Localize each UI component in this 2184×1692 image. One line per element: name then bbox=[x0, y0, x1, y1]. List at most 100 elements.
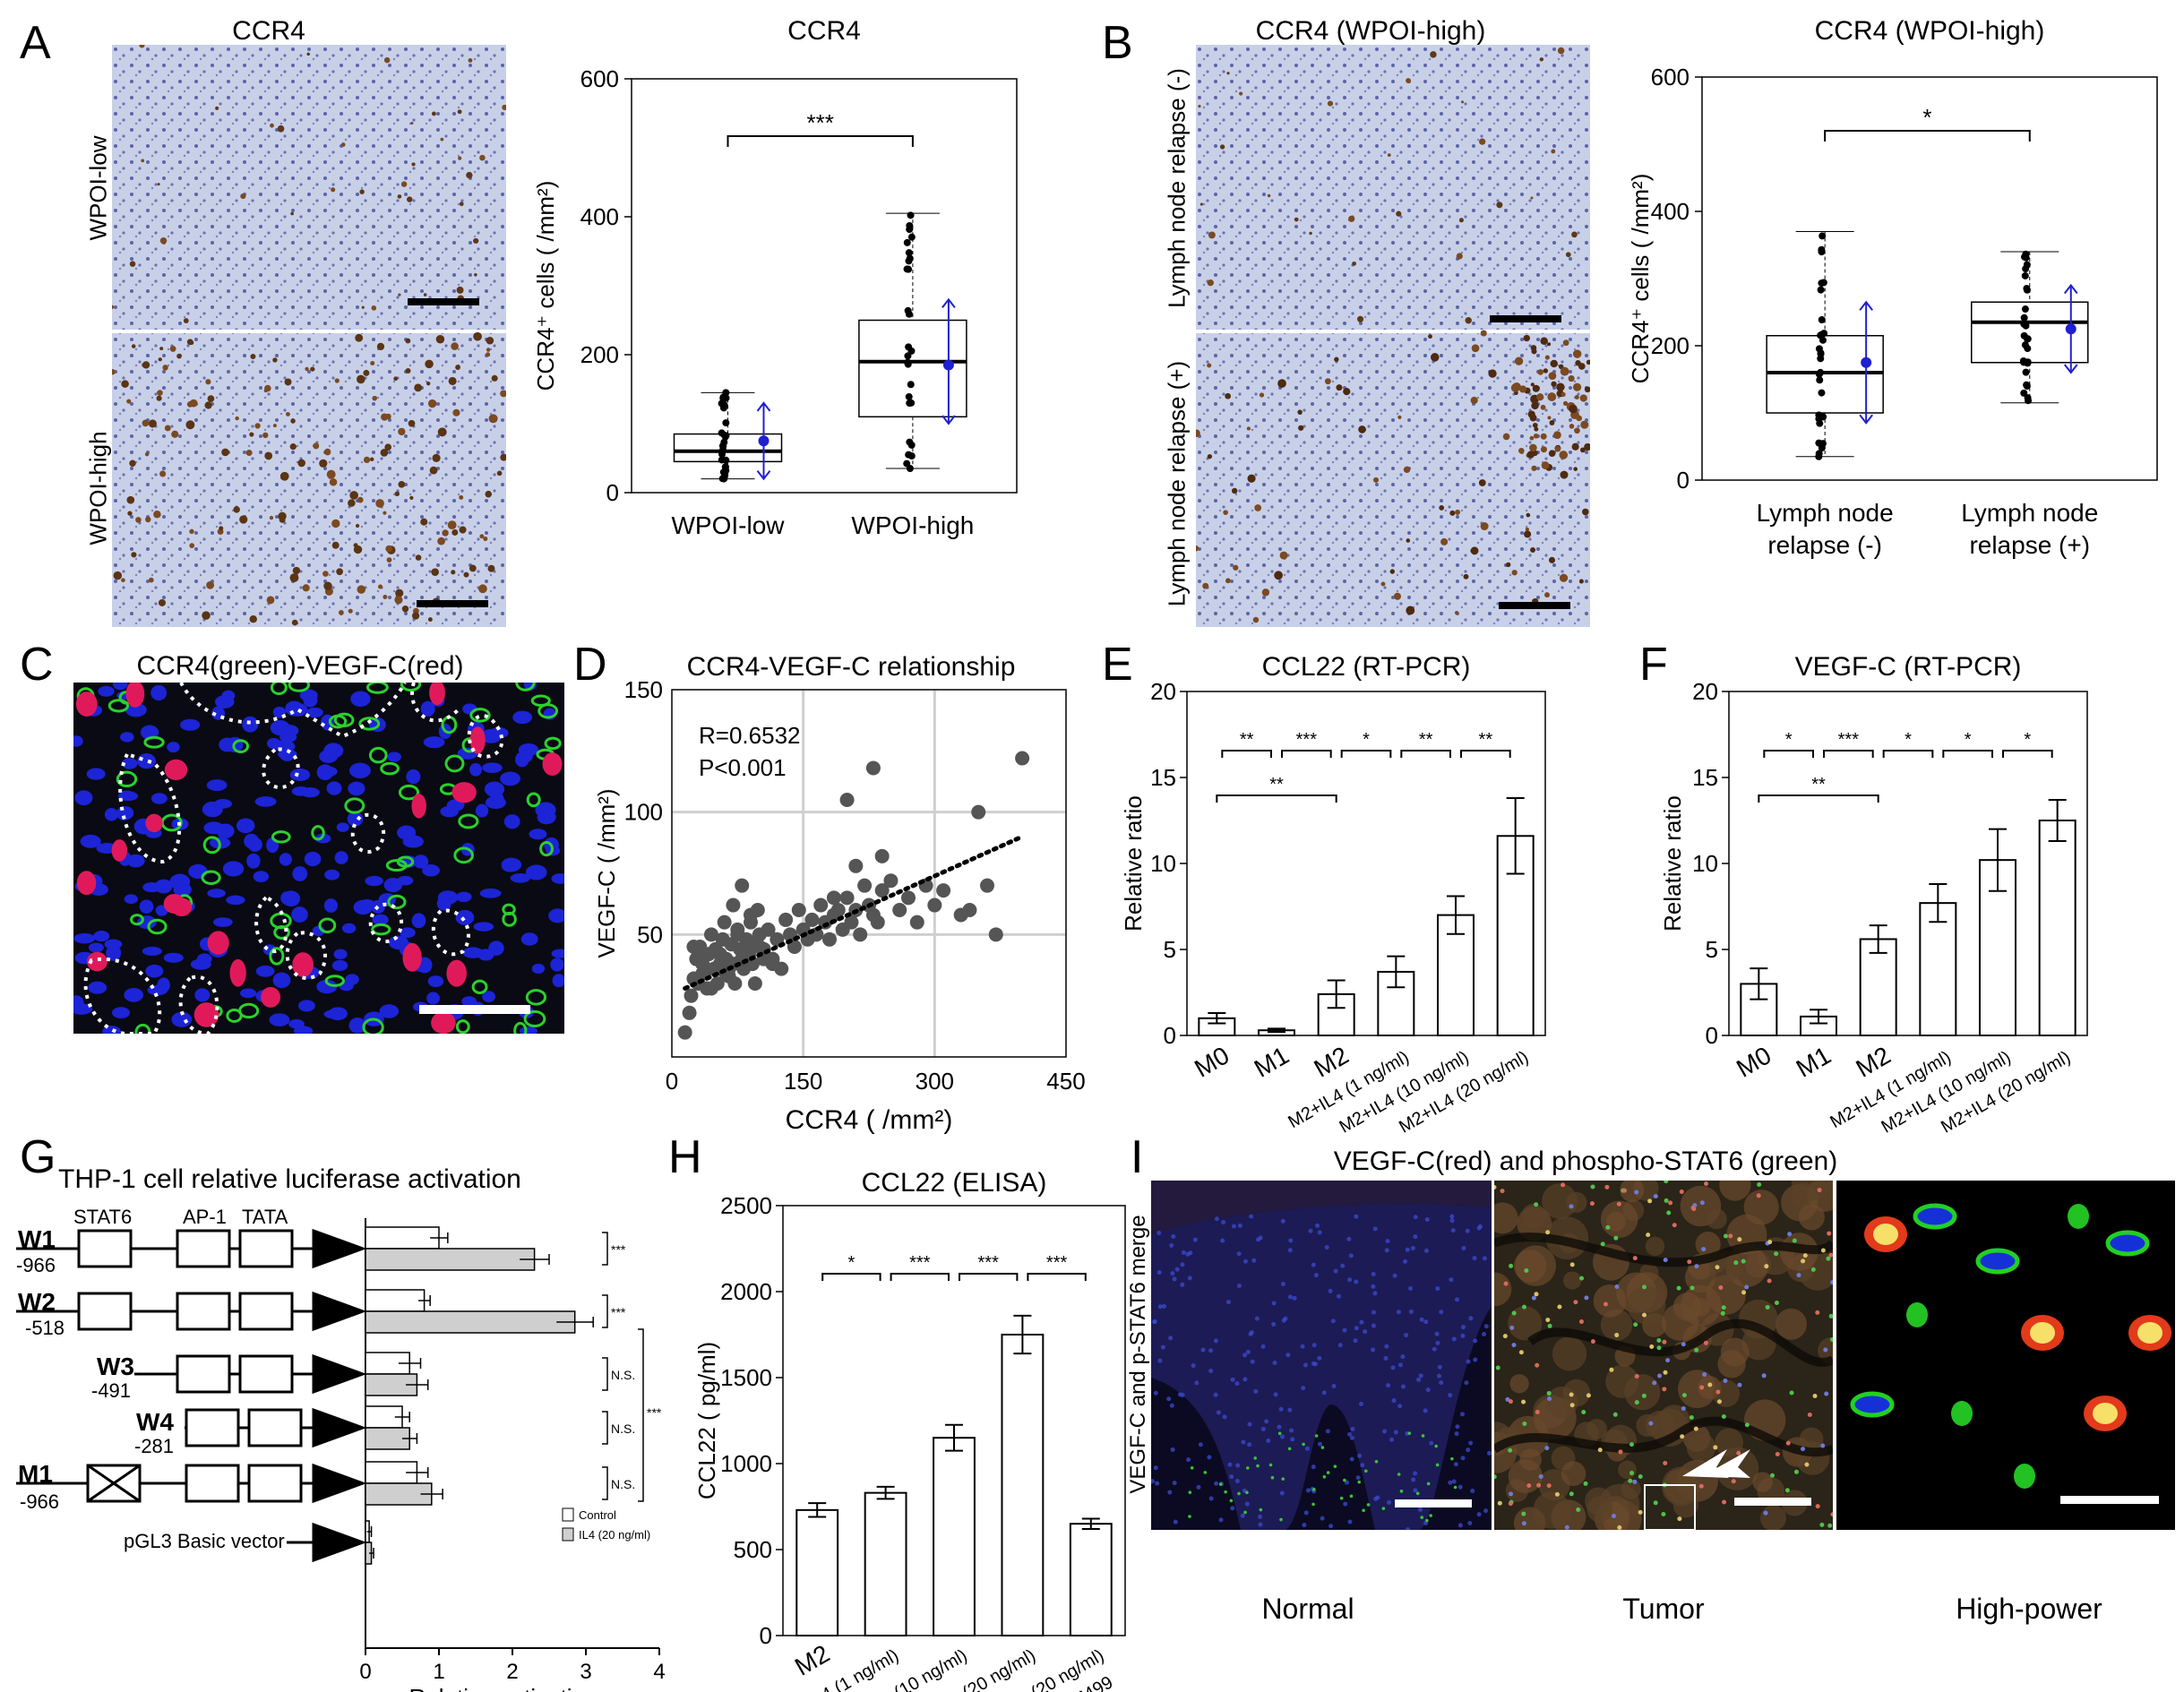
nucleus bbox=[1702, 1372, 1707, 1378]
nucleus bbox=[1157, 1358, 1163, 1363]
nucleus bbox=[1561, 1182, 1566, 1188]
stained-cell bbox=[427, 399, 437, 408]
y-tick-label: 0 bbox=[1706, 1022, 1718, 1049]
nucleus bbox=[1305, 1488, 1311, 1493]
nucleus bbox=[336, 822, 349, 832]
nucleus bbox=[1216, 1410, 1221, 1415]
stained-cell bbox=[1479, 138, 1486, 145]
nucleus bbox=[1450, 1228, 1456, 1233]
stained-cell bbox=[235, 416, 239, 421]
green-signal bbox=[1397, 1473, 1401, 1476]
y-tick-label: 10 bbox=[1692, 850, 1718, 877]
stained-cell bbox=[1488, 369, 1497, 378]
nucleus bbox=[1664, 1198, 1669, 1203]
nucleus bbox=[1155, 1481, 1160, 1486]
nucleus bbox=[1411, 1477, 1416, 1482]
inset-box bbox=[1644, 1484, 1696, 1530]
significance-label: * bbox=[1363, 730, 1370, 750]
nucleus bbox=[1663, 1370, 1668, 1375]
bar-control bbox=[365, 1226, 440, 1250]
red-cell bbox=[125, 683, 145, 708]
nucleus bbox=[1744, 1422, 1750, 1428]
stained-cell bbox=[1480, 330, 1487, 337]
tissue-blob bbox=[1566, 1191, 1587, 1213]
nucleus bbox=[1687, 1259, 1692, 1265]
nucleus bbox=[1331, 1383, 1337, 1388]
nucleus bbox=[1177, 1392, 1182, 1397]
nucleus bbox=[1564, 1525, 1569, 1530]
nucleus bbox=[1220, 1238, 1225, 1243]
nucleus bbox=[1242, 1258, 1248, 1264]
plot-frame bbox=[1701, 76, 2158, 481]
data-point bbox=[791, 903, 806, 917]
red-cell bbox=[193, 1002, 219, 1027]
legend-label: IL4 (20 ng/ml) bbox=[579, 1528, 650, 1542]
stained-cell bbox=[1219, 144, 1225, 150]
green-signal bbox=[1268, 1463, 1273, 1467]
stained-cell bbox=[383, 56, 391, 64]
nucleus bbox=[323, 898, 338, 913]
nucleus bbox=[1502, 1334, 1508, 1339]
green-signal bbox=[1349, 1494, 1354, 1499]
nucleus bbox=[1536, 1482, 1542, 1488]
stained-cell bbox=[486, 336, 494, 345]
data-point bbox=[2021, 253, 2029, 261]
stained-cell bbox=[395, 588, 404, 597]
nucleus bbox=[422, 863, 441, 877]
significance-bracket bbox=[821, 1273, 881, 1281]
data-point bbox=[2021, 271, 2029, 279]
stained-cell bbox=[340, 142, 346, 147]
nucleus bbox=[328, 1007, 348, 1021]
nucleus bbox=[80, 834, 101, 848]
stained-cell bbox=[1548, 372, 1557, 380]
stained-cell bbox=[359, 189, 365, 194]
bar bbox=[933, 1437, 976, 1637]
panel-g-row-w1-pos: -966 bbox=[16, 1254, 56, 1276]
nucleus bbox=[411, 913, 426, 929]
significance-bracket bbox=[890, 1273, 950, 1281]
stained-cell bbox=[1524, 530, 1532, 538]
nucleus bbox=[1701, 1247, 1707, 1252]
stained-cell bbox=[157, 390, 163, 396]
stained-cell bbox=[440, 137, 444, 142]
nucleus bbox=[1240, 1513, 1245, 1518]
stained-cell bbox=[250, 353, 256, 360]
nucleus bbox=[1237, 1223, 1242, 1228]
nucleus bbox=[1439, 1310, 1444, 1315]
nucleus bbox=[1167, 1490, 1173, 1495]
green-cell bbox=[502, 903, 516, 915]
nucleus bbox=[1360, 1463, 1365, 1468]
green-cell bbox=[288, 683, 310, 692]
nucleus bbox=[1741, 1290, 1747, 1295]
nucleus bbox=[1302, 1523, 1307, 1528]
tissue-blob bbox=[1620, 1181, 1645, 1203]
annotation: P<0.001 bbox=[699, 754, 787, 781]
nucleus bbox=[1230, 1377, 1235, 1382]
stained-cell bbox=[1208, 231, 1216, 239]
nucleus bbox=[1311, 1262, 1316, 1267]
data-point bbox=[907, 381, 915, 389]
stained-cell bbox=[426, 381, 431, 386]
nucleus bbox=[1731, 1479, 1736, 1484]
stained-cell bbox=[1562, 400, 1569, 406]
nucleus bbox=[253, 871, 270, 882]
green-signal bbox=[1407, 1431, 1412, 1435]
nucleus bbox=[1802, 1253, 1808, 1258]
stained-cell bbox=[266, 596, 275, 605]
stained-cell bbox=[451, 528, 459, 536]
nucleus bbox=[1226, 1300, 1232, 1305]
nucleus bbox=[1690, 1285, 1695, 1291]
stained-cell bbox=[278, 511, 287, 521]
nucleus bbox=[1423, 1408, 1428, 1413]
sd-arrow-down bbox=[2063, 364, 2078, 374]
nucleus bbox=[1704, 1181, 1709, 1186]
nucleus bbox=[461, 996, 477, 1007]
stained-cell bbox=[1569, 404, 1578, 414]
significance-bracket bbox=[1340, 750, 1392, 758]
stained-cell bbox=[1556, 382, 1565, 391]
stained-cell bbox=[491, 374, 498, 382]
red-cell bbox=[164, 759, 188, 781]
stained-cell bbox=[1393, 592, 1402, 600]
panel-b-side-top: Lymph node relapse (-) bbox=[1163, 68, 1191, 308]
nucleus bbox=[167, 742, 180, 753]
